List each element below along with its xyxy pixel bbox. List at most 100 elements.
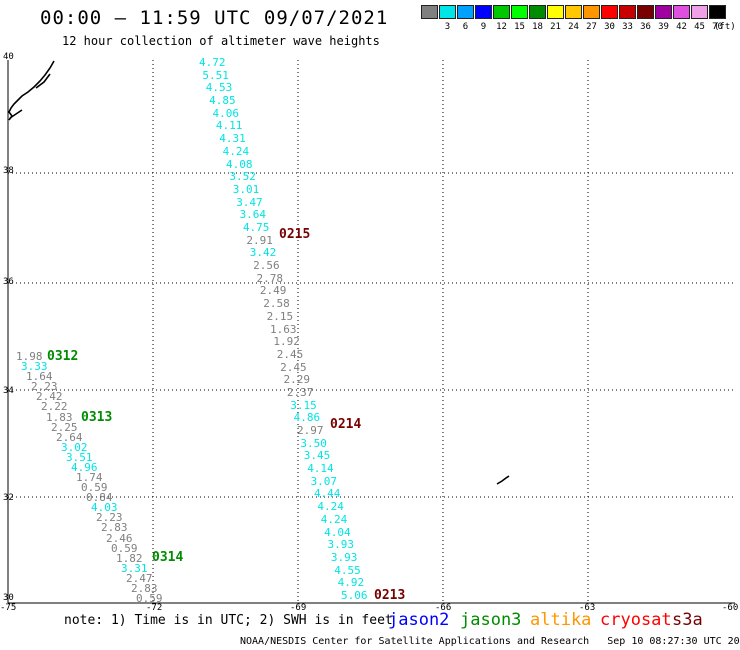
wave-height-value: 1.64 [26,370,53,384]
wave-height-value: 2.37 [286,385,314,399]
longitude-label: -69 [290,603,307,613]
latitude-label: 36 [3,277,14,287]
wave-height-value: 4.24 [317,500,344,514]
wave-height-value: 1.98 [16,350,43,363]
wave-height-value: 3.02 [61,440,88,454]
pass-label: 0312 [47,349,79,364]
wave-height-value: 2.45 [280,360,307,374]
island-bermuda [496,475,510,485]
colorbar-label: 18 [532,22,543,32]
colorbar-swatch [475,5,492,19]
pass-label: 0314 [152,550,184,565]
wave-height-value: 3.31 [121,561,148,575]
pass-label: 0313 [81,410,113,425]
colorbar-label: 27 [586,22,597,32]
colorbar-swatch [511,5,528,19]
satellite-legend-item: jason2 [388,610,450,630]
wave-height-value: 2.42 [36,390,63,404]
pass-label: 0214 [330,417,362,432]
wave-height-value: 2.46 [106,531,133,545]
wave-height-value: 3.51 [66,450,93,464]
colorbar-swatch [565,5,582,19]
wave-height-value: 2.83 [131,581,158,595]
wave-height-value: 4.24 [320,512,348,526]
longitude-label: -63 [579,603,596,613]
colorbar-label: 24 [568,22,579,32]
wave-height-value: 2.64 [56,430,83,444]
wave-height-value: 2.25 [51,420,78,434]
wave-height-value: 2.47 [126,571,153,585]
colorbar-label: 30 [604,22,615,32]
wave-height-value: 4.06 [212,106,240,120]
colorbar-swatch [583,5,600,19]
colorbar-label: 39 [658,22,669,32]
wave-height-value: 4.96 [71,460,98,474]
wave-height-value: 1.92 [273,335,300,349]
colorbar-swatch [637,5,654,19]
wave-height-value: 2.23 [96,511,123,525]
colorbar-swatch [529,5,546,19]
wave-height-value: 3.45 [303,449,331,463]
wave-height-value: 2.49 [259,284,287,298]
wave-height-value: 4.08 [226,157,253,171]
colorbar-label: 42 [676,22,687,32]
wave-height-value: 2.45 [276,347,304,361]
wave-height-value: 0.59 [111,541,138,555]
longitude-label: -72 [146,603,163,613]
pass-label: 0213 [374,588,406,603]
longitude-label: -75 [0,603,17,613]
wave-height-value: 3.01 [232,182,260,196]
wave-height-value: 1.63 [270,322,297,336]
wave-height-value: 3.50 [300,436,327,450]
wave-height-value: 5.06 [341,589,368,602]
colorbar-swatch [547,5,564,19]
wave-height-value: 3.15 [290,398,317,412]
wave-height-value: 2.78 [256,271,283,285]
colorbar-label: 33 [622,22,633,32]
colorbar-swatch [619,5,636,19]
wave-height-value: 2.56 [253,259,280,273]
wave-height-value: 4.04 [324,525,351,539]
latitude-label: 38 [3,166,14,176]
wave-height-value: 4.72 [199,56,226,69]
map-title: 00:00 – 11:59 UTC 09/07/2021 [40,7,389,29]
wave-height-value: 4.53 [205,81,233,95]
colorbar-swatch [439,5,456,19]
wave-height-value: 1.74 [76,471,103,484]
latitude-label: 40 [3,52,14,62]
colorbar-swatch [493,5,510,19]
satellite-legend-item: s3a [672,610,703,630]
wave-height-value: 3.33 [21,360,48,374]
map-frame [7,60,735,604]
wave-height-value: 1.82 [116,551,143,565]
colorbar-label: 21 [550,22,561,32]
wave-height-value: 3.07 [310,474,338,488]
colorbar-swatch [709,5,726,19]
wave-height-value: 0.59 [81,481,108,495]
wave-height-value: 3.47 [236,195,263,209]
latitude-label: 30 [3,593,14,603]
wave-height-value: 4.44 [313,487,341,501]
wave-height-value: 4.92 [337,576,365,590]
colorbar-unit: (ft) [714,22,736,32]
coastline [8,60,55,121]
map-subtitle: 12 hour collection of altimeter wave hei… [62,34,380,48]
wave-height-value: 3.64 [239,208,267,222]
wave-height-value: 4.14 [307,462,334,476]
colorbar-label: 15 [514,22,525,32]
colorbar-swatch [601,5,618,19]
longitude-label: -66 [435,603,452,613]
satellite-legend-item: cryosat [600,610,672,630]
colorbar-label: 9 [480,22,487,32]
wave-height-value: 5.51 [202,68,229,82]
wave-height-value: 4.85 [209,94,236,108]
colorbar-label: 6 [462,22,469,32]
colorbar-swatch [457,5,474,19]
wave-height-value: 4.75 [242,220,270,234]
colorbar-label: 36 [640,22,651,32]
latitude-label: 34 [3,386,14,396]
pass-label: 0215 [279,227,311,242]
wave-height-value: 4.03 [91,501,118,515]
colorbar-label: 3 [444,22,451,32]
